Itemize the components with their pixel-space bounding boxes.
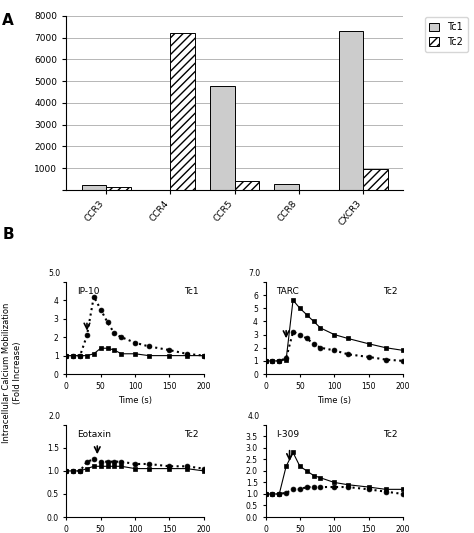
Text: Tc2: Tc2 (383, 430, 397, 439)
Bar (106, 187, 130, 190)
Bar (235, 181, 259, 190)
Bar (210, 85, 235, 190)
Text: 7.0: 7.0 (248, 269, 260, 278)
Text: A: A (2, 13, 14, 28)
Text: Tc2: Tc2 (383, 287, 397, 296)
Text: 5.0: 5.0 (49, 269, 61, 278)
Text: 2.0: 2.0 (49, 412, 61, 421)
X-axis label: Time (s): Time (s) (118, 396, 152, 405)
Text: IP-10: IP-10 (77, 287, 100, 296)
Bar (339, 31, 363, 190)
Text: TARC: TARC (276, 287, 299, 296)
Text: Tc1: Tc1 (183, 287, 198, 296)
Text: B: B (2, 227, 14, 241)
Bar (170, 34, 195, 190)
Text: I-309: I-309 (276, 430, 300, 439)
Text: Tc2: Tc2 (184, 430, 198, 439)
Text: Intracellular Calcium Mobilization
(Fold Increase): Intracellular Calcium Mobilization (Fold… (2, 303, 22, 443)
Legend: Tc1, Tc2: Tc1, Tc2 (425, 18, 468, 52)
X-axis label: Time (s): Time (s) (317, 396, 351, 405)
Bar (363, 169, 388, 190)
Bar (274, 184, 299, 190)
Bar (82, 185, 106, 190)
Text: 4.0: 4.0 (248, 412, 260, 421)
Text: Eotaxin: Eotaxin (77, 430, 111, 439)
